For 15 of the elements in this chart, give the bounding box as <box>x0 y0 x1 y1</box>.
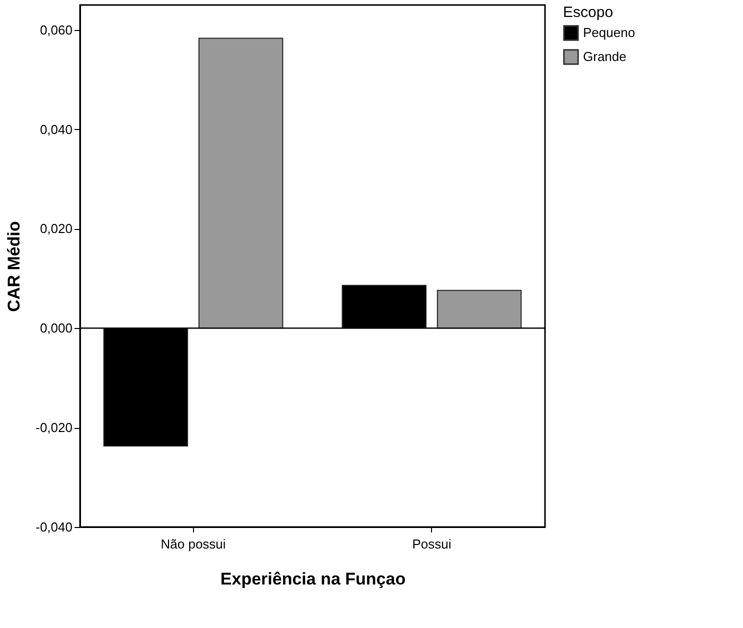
y-tick-label: -0,040 <box>36 520 72 534</box>
bar <box>436 290 522 329</box>
x-tick-label: Possui <box>412 536 452 552</box>
y-tick-label: 0,000 <box>40 320 72 336</box>
x-axis-title: Experiência na Funçao <box>220 570 406 588</box>
y-tick-label: -0,020 <box>36 420 72 436</box>
legend-label: Grande <box>583 49 626 64</box>
y-tick-label: 0,040 <box>40 122 72 137</box>
legend-title: Escopo <box>563 4 614 21</box>
x-tick-label: Não possui <box>160 536 226 552</box>
bar <box>198 38 284 329</box>
y-tick-label: 0,020 <box>40 221 72 236</box>
y-axis-title: CAR Médio <box>4 221 24 312</box>
legend-label: Pequeno <box>583 25 636 40</box>
y-tick-label: 0,060 <box>40 22 72 38</box>
